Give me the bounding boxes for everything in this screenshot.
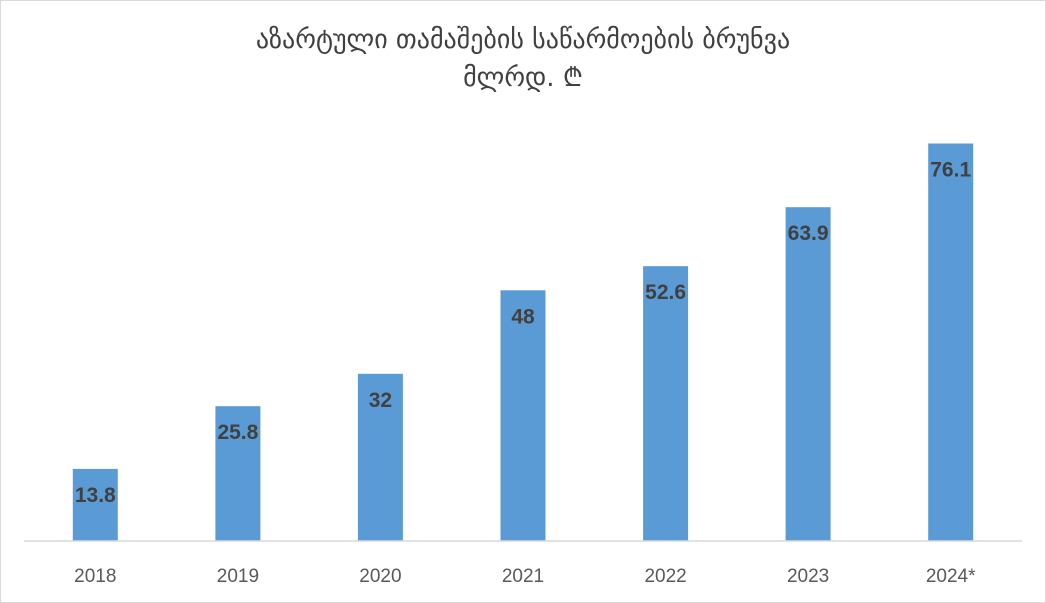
chart-subtitle: მლრდ. ₾ [463,63,583,93]
x-tick-label-2022: 2022 [644,566,686,587]
bar-2020 [357,373,403,541]
data-labels-group: 13.8 25.8 32 48 52.6 63.9 76.1 [75,159,972,507]
bar-2019 [215,406,261,541]
x-tick-label-2020: 2020 [359,566,401,587]
bar-2022 [643,266,689,541]
x-tick-label-2021: 2021 [502,566,544,587]
x-tick-label-2023: 2023 [787,566,829,587]
bar-2024 [928,143,974,541]
x-tick-label-2024: 2024* [926,566,976,587]
x-tick-label-2019: 2019 [217,566,259,587]
data-label-2023: 63.9 [788,222,829,245]
bar-2023 [785,207,831,541]
x-tick-labels-group: 2018 2019 2020 2021 2022 2023 2024* [74,566,976,587]
data-label-2018: 13.8 [75,484,116,507]
data-label-2021: 48 [511,305,535,328]
bar-2021 [500,290,546,541]
bar-2018 [72,468,118,541]
data-label-2019: 25.8 [217,421,258,444]
data-label-2022: 52.6 [645,281,686,304]
bars-group [72,143,974,541]
x-tick-label-2018: 2018 [74,566,116,587]
data-label-2024: 76.1 [930,159,971,182]
data-label-2020: 32 [369,389,392,412]
chart-title: აზარტული თამაშების საწარმოების ბრუნვა [255,25,791,55]
